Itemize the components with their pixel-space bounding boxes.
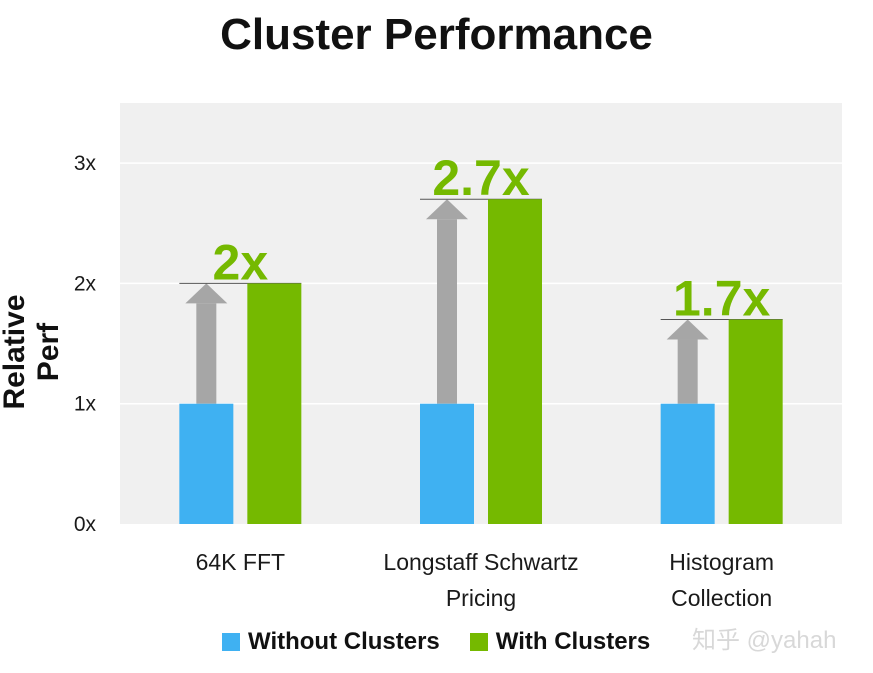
improvement-arrow-shaft: [677, 339, 698, 404]
improvement-arrow-shaft: [437, 219, 457, 404]
x-category-label: 64K FFT: [196, 549, 285, 575]
bar-with-clusters: [728, 319, 783, 524]
bar-without-clusters: [179, 403, 234, 524]
improvement-arrow-head: [426, 199, 468, 220]
improvement-arrow-shaft: [196, 303, 217, 404]
x-category-label: Histogram: [669, 549, 774, 575]
bar-without-clusters: [420, 403, 474, 524]
legend-swatch-with-clusters: [469, 633, 488, 651]
legend: Without Clusters With Clusters: [222, 628, 680, 656]
legend-item-with-clusters: With Clusters: [469, 628, 651, 656]
y-tick-label: 3x: [74, 152, 97, 175]
plot-background: [120, 103, 842, 524]
legend-swatch-without-clusters: [222, 633, 240, 651]
watermark: 知乎 @yahah: [692, 627, 837, 654]
y-tick-label: 0x: [74, 513, 97, 536]
speedup-label: 2.7x: [432, 150, 530, 206]
x-category-label: Collection: [671, 585, 772, 611]
bar-with-clusters: [488, 199, 542, 524]
legend-label-without-clusters: Without Clusters: [248, 628, 440, 655]
y-tick-label: 1x: [74, 393, 97, 416]
legend-item-without-clusters: Without Clusters: [222, 628, 440, 656]
speedup-label: 2x: [213, 234, 269, 290]
x-category-label: Pricing: [446, 585, 516, 611]
chart-title: Cluster Performance: [220, 10, 653, 59]
speedup-label: 1.7x: [673, 271, 771, 327]
bar-without-clusters: [660, 403, 715, 524]
y-tick-label: 2x: [74, 272, 97, 295]
x-category-label: Longstaff Schwartz: [383, 549, 578, 575]
bar-with-clusters: [247, 283, 302, 524]
improvement-arrow-head: [185, 283, 228, 304]
legend-label-with-clusters: With Clusters: [495, 628, 651, 655]
improvement-arrow-head: [666, 319, 709, 340]
